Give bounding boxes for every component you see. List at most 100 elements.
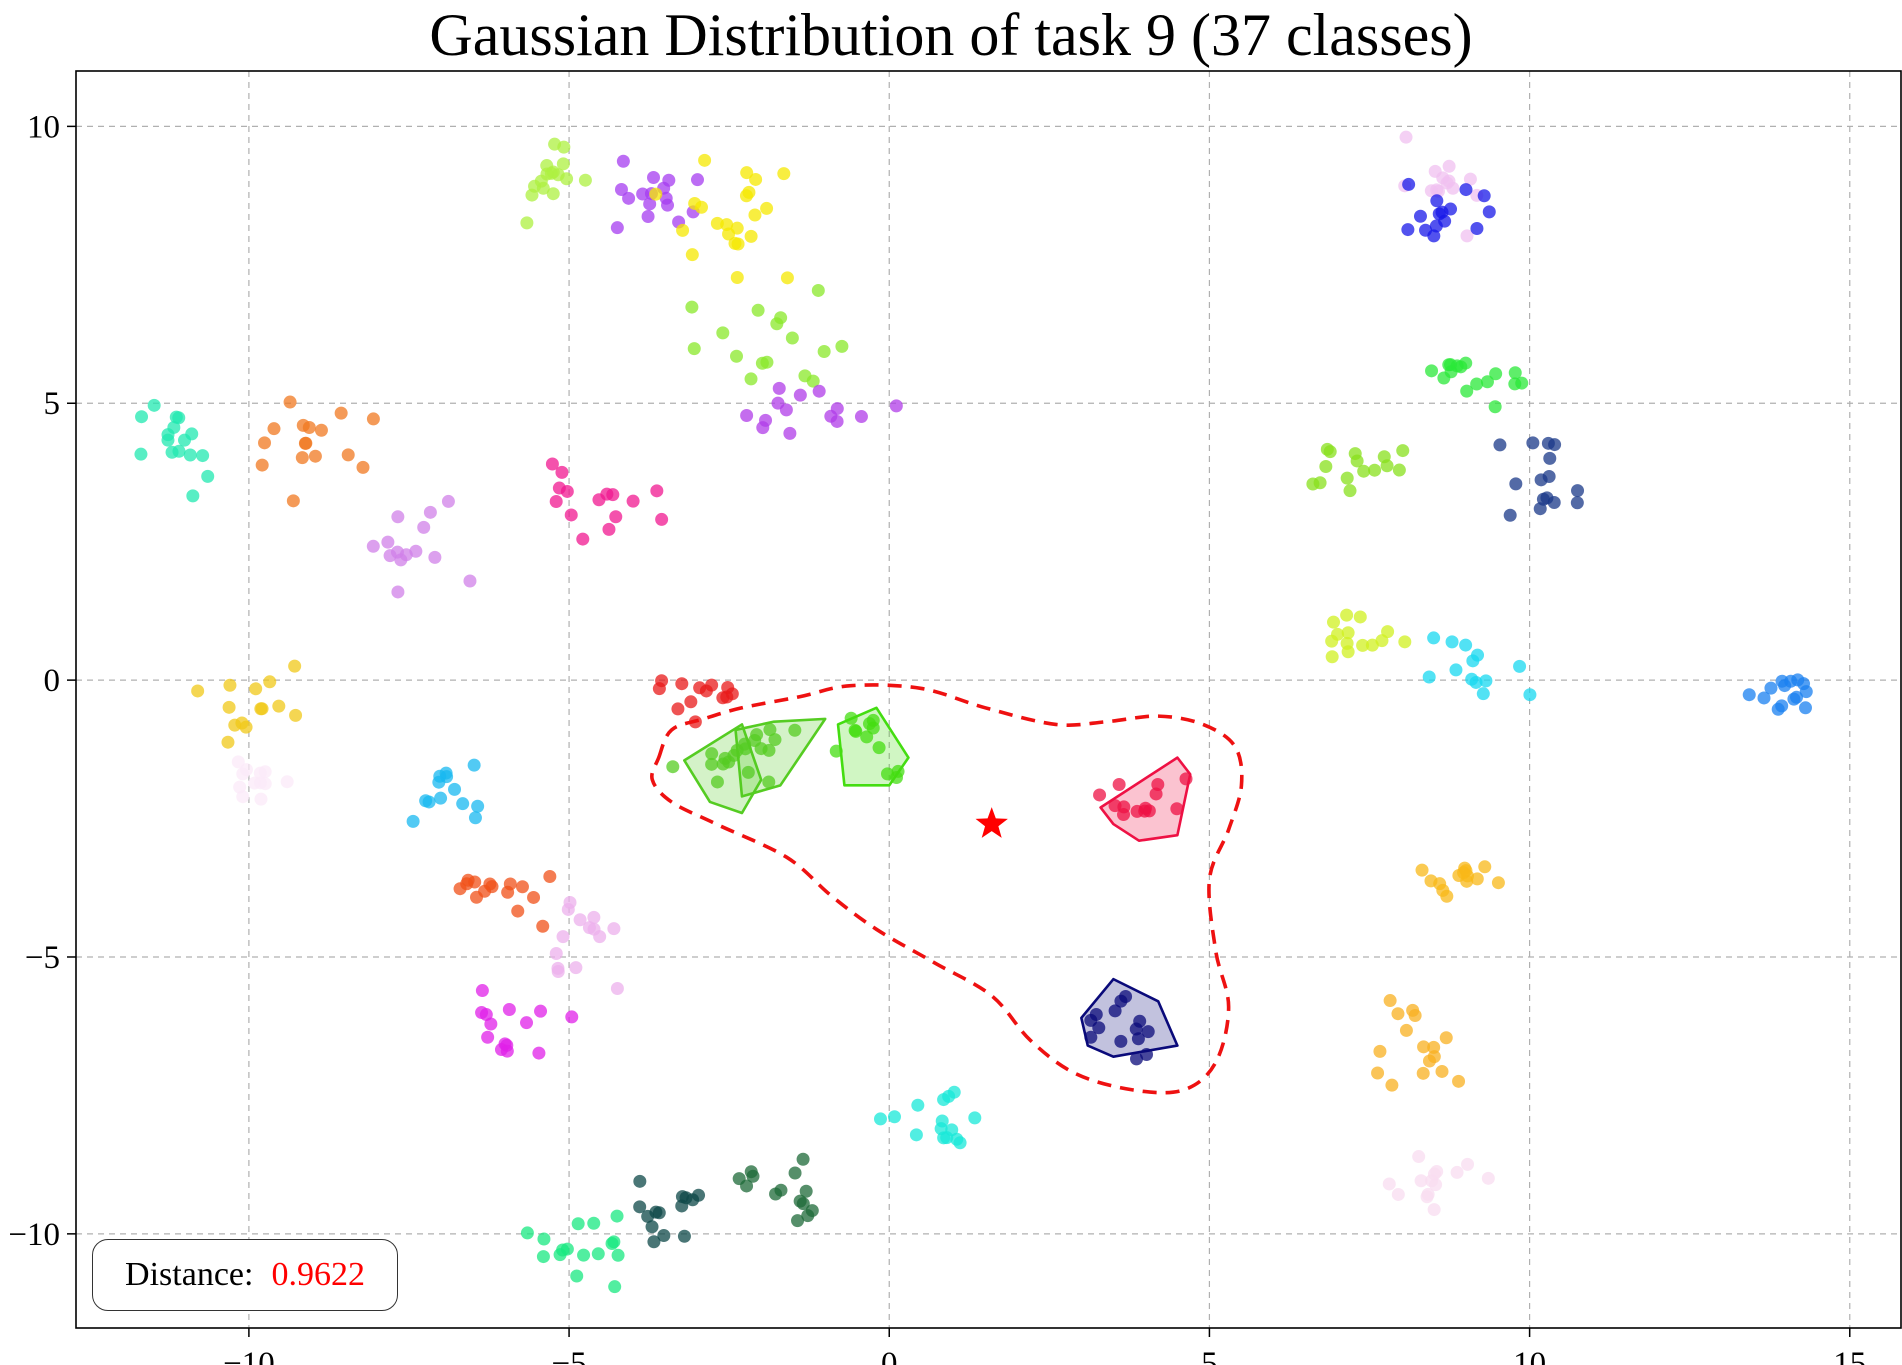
data-point <box>616 154 630 168</box>
data-point <box>532 1046 546 1060</box>
class-36-points <box>1382 1150 1495 1217</box>
data-point <box>1413 209 1427 223</box>
data-point <box>812 384 826 398</box>
data-point <box>578 173 592 187</box>
data-point <box>1424 184 1438 198</box>
data-point <box>502 1002 516 1016</box>
class-19-points <box>829 711 905 785</box>
data-point <box>391 510 405 524</box>
data-point <box>536 919 550 933</box>
data-point <box>740 408 754 422</box>
class-28-points <box>1425 356 1529 414</box>
data-point <box>1513 659 1527 673</box>
data-point <box>272 699 286 713</box>
data-point <box>1408 1009 1422 1023</box>
data-point <box>463 574 477 588</box>
green-hull-2 <box>734 717 827 798</box>
data-point <box>817 344 831 358</box>
data-point <box>602 522 616 536</box>
data-point <box>1401 223 1415 237</box>
data-point <box>721 680 735 694</box>
data-point <box>1112 777 1126 791</box>
data-point <box>258 777 272 791</box>
data-point <box>1757 691 1771 705</box>
data-point <box>169 410 183 424</box>
data-point <box>675 1199 689 1213</box>
data-point <box>652 682 666 696</box>
data-point <box>1442 174 1456 188</box>
data-point <box>1133 1014 1147 1028</box>
data-point <box>1391 1007 1405 1021</box>
data-point <box>428 550 442 564</box>
data-point <box>1430 1164 1444 1178</box>
data-point <box>1427 1040 1441 1054</box>
data-point <box>1422 1054 1436 1068</box>
data-point <box>830 414 844 428</box>
data-point <box>947 1085 961 1099</box>
data-point <box>1463 172 1477 186</box>
data-point <box>406 814 420 828</box>
data-point <box>135 410 149 424</box>
class-23-points <box>732 1152 819 1228</box>
grid-layer <box>76 71 1901 1328</box>
data-point <box>569 961 583 975</box>
data-point <box>1459 183 1473 197</box>
data-point <box>1533 502 1547 516</box>
data-point <box>748 733 762 747</box>
data-point <box>1383 994 1397 1008</box>
data-point <box>762 743 776 757</box>
data-point <box>607 1235 621 1249</box>
data-point <box>1429 219 1443 233</box>
distribution-boundary <box>650 683 1244 1095</box>
data-point <box>889 399 903 413</box>
data-point <box>134 447 148 461</box>
data-point <box>520 1016 534 1030</box>
data-point <box>1460 229 1474 243</box>
data-point <box>417 520 431 534</box>
data-point <box>698 153 712 167</box>
data-point <box>1439 1031 1453 1045</box>
data-point <box>730 349 744 363</box>
data-point <box>1571 484 1585 498</box>
data-point <box>235 716 249 730</box>
data-point <box>263 675 277 689</box>
data-point <box>760 355 774 369</box>
data-point <box>468 811 482 825</box>
data-point <box>1509 477 1523 491</box>
data-point <box>1417 1040 1431 1054</box>
data-point <box>571 1217 585 1231</box>
data-point <box>366 412 380 426</box>
data-point <box>1130 1052 1144 1066</box>
data-point <box>196 449 210 463</box>
data-point <box>675 1190 689 1204</box>
data-point <box>1119 990 1133 1004</box>
data-point <box>655 512 669 526</box>
distance-box: Distance: 0.9622 <box>92 1239 398 1311</box>
x-tick-label: 15 <box>1833 1346 1866 1365</box>
data-point <box>591 1247 605 1261</box>
data-point <box>1419 223 1433 237</box>
data-point <box>288 659 302 673</box>
data-point <box>222 700 236 714</box>
data-point <box>1427 631 1441 645</box>
data-point <box>545 457 559 471</box>
data-point <box>239 763 253 777</box>
class-7-points <box>255 395 380 508</box>
data-point <box>692 1188 706 1202</box>
class-25-points <box>520 1209 625 1294</box>
data-point <box>661 198 675 212</box>
data-point <box>1460 384 1474 398</box>
data-point <box>560 484 574 498</box>
data-point <box>1444 202 1458 216</box>
data-point <box>1093 788 1107 802</box>
data-point <box>1470 221 1484 235</box>
data-point <box>1414 1174 1428 1188</box>
data-point <box>1476 687 1490 701</box>
data-point <box>722 227 736 241</box>
data-point <box>953 1136 967 1150</box>
data-point <box>1425 364 1439 378</box>
data-point <box>556 157 570 171</box>
data-point <box>793 1194 807 1208</box>
data-point <box>608 1280 622 1294</box>
data-point <box>742 185 756 199</box>
